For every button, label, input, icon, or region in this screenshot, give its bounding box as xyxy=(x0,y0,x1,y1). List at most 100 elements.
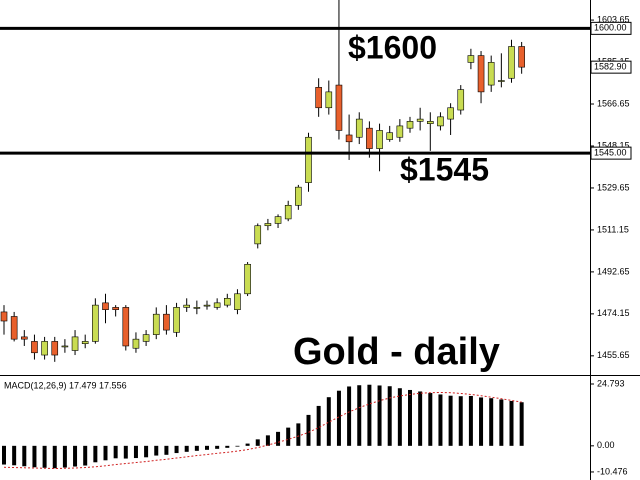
level-label-box xyxy=(590,146,632,160)
macd-bar xyxy=(83,445,88,466)
candle-body xyxy=(81,341,89,344)
macd-bar xyxy=(326,397,331,446)
candle-body xyxy=(355,118,363,138)
y-tick-label: 1548.15 xyxy=(597,140,630,150)
candle-body xyxy=(284,205,292,220)
candle-body xyxy=(51,341,59,356)
macd-bar xyxy=(133,445,138,459)
macd-bar xyxy=(103,445,108,461)
macd-bar xyxy=(509,400,514,446)
candle-body xyxy=(437,116,444,127)
macd-bar xyxy=(62,445,67,468)
macd-bar xyxy=(164,445,169,455)
y-tick-label: -10.476 xyxy=(597,466,628,476)
candle-body xyxy=(163,313,170,331)
candle-body xyxy=(92,304,99,342)
macd-bar xyxy=(367,384,372,446)
level-label-box xyxy=(590,21,632,35)
macd-bar xyxy=(73,445,78,467)
level-label: 1545.00 xyxy=(594,148,627,158)
macd-bar xyxy=(306,414,311,446)
candle-body xyxy=(0,311,8,322)
macd-bar xyxy=(336,390,341,446)
macd-bar xyxy=(489,398,494,446)
candle-body xyxy=(102,302,109,310)
y-tick-label: 0.00 xyxy=(597,440,615,450)
candle-body xyxy=(213,302,221,308)
macd-bar xyxy=(286,427,291,446)
candle-body xyxy=(498,80,505,82)
candle-body xyxy=(193,307,201,309)
candle-body xyxy=(426,121,434,124)
y-tick-label: 1603.65 xyxy=(597,14,630,24)
macd-bar xyxy=(154,445,159,456)
macd-bar xyxy=(235,445,240,447)
macd-bar xyxy=(428,392,433,446)
candle-body xyxy=(132,338,140,349)
annotation: $1600 xyxy=(348,29,437,65)
macd-bar xyxy=(387,386,392,446)
candle-body xyxy=(152,313,160,335)
candle-body xyxy=(244,263,251,295)
candle-body xyxy=(335,84,343,131)
macd-bar xyxy=(123,445,128,459)
y-tick-label: 1566.65 xyxy=(597,98,630,108)
candle-body xyxy=(508,46,515,79)
candle-body xyxy=(264,223,272,227)
annotation: Gold - daily xyxy=(293,331,500,373)
level-label: 1600.00 xyxy=(594,23,627,33)
macd-bar xyxy=(255,439,260,446)
candle-body xyxy=(477,55,485,93)
macd-bar xyxy=(174,445,179,454)
candle-body xyxy=(416,118,424,122)
macd-bar xyxy=(468,395,473,446)
macd-bar xyxy=(42,445,47,468)
price-label-box xyxy=(590,60,632,74)
candle-body xyxy=(112,307,119,310)
candle-body xyxy=(203,304,211,307)
macd-title: MACD(12,26,9) 17.479 17.556 xyxy=(4,380,127,390)
y-tick-label: 1529.65 xyxy=(597,182,630,192)
y-tick-label: 1455.65 xyxy=(597,350,630,360)
macd-bar xyxy=(276,431,281,446)
candle-body xyxy=(315,87,322,109)
price-label: 1582.90 xyxy=(594,62,627,72)
candle-body xyxy=(122,307,130,347)
candle-body xyxy=(61,345,69,348)
candle-body xyxy=(142,334,150,342)
macd-bar xyxy=(347,386,352,446)
candle-body xyxy=(366,127,373,149)
macd-bar xyxy=(438,394,443,446)
macd-bar xyxy=(52,445,57,469)
candle-body xyxy=(518,46,525,68)
candle-body xyxy=(31,341,38,354)
macd-bar xyxy=(499,399,504,446)
candle-body xyxy=(173,307,180,333)
candle-body xyxy=(10,316,18,340)
candle-body xyxy=(376,130,383,149)
macd-bar xyxy=(215,445,220,449)
y-tick-label: 1492.65 xyxy=(597,266,630,276)
candle-body xyxy=(41,341,48,356)
macd-bar xyxy=(194,445,199,451)
macd-bar xyxy=(458,396,463,446)
macd-bar xyxy=(418,391,423,446)
candle-body xyxy=(325,91,333,109)
y-tick-label: 24.793 xyxy=(597,378,625,388)
macd-bar xyxy=(12,445,17,466)
candle-body xyxy=(274,216,282,224)
candle-body xyxy=(406,121,414,129)
candle-body xyxy=(254,225,262,245)
macd-bar xyxy=(357,385,362,446)
candle-body xyxy=(183,304,190,308)
signal-line xyxy=(3,391,522,470)
macd-bar xyxy=(2,445,6,465)
macd-bar xyxy=(265,435,270,446)
macd-bar xyxy=(316,405,321,446)
macd-bar xyxy=(397,388,402,446)
y-tick-label: 1511.15 xyxy=(597,224,629,234)
candle-body xyxy=(295,186,302,206)
